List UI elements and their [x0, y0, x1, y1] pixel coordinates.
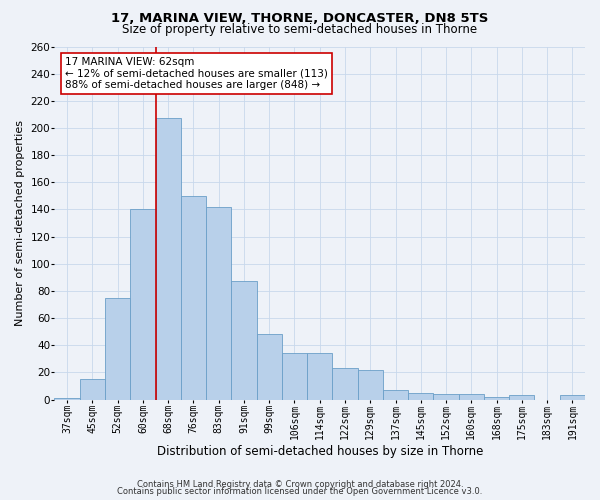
Y-axis label: Number of semi-detached properties: Number of semi-detached properties — [15, 120, 25, 326]
Bar — [55, 398, 80, 400]
Bar — [105, 298, 130, 400]
Text: Size of property relative to semi-detached houses in Thorne: Size of property relative to semi-detach… — [122, 23, 478, 36]
Bar — [560, 396, 585, 400]
Bar — [383, 390, 408, 400]
Bar — [358, 370, 383, 400]
Bar — [282, 354, 307, 400]
Bar — [458, 394, 484, 400]
Text: Contains public sector information licensed under the Open Government Licence v3: Contains public sector information licen… — [118, 488, 482, 496]
Bar — [433, 394, 458, 400]
X-axis label: Distribution of semi-detached houses by size in Thorne: Distribution of semi-detached houses by … — [157, 444, 483, 458]
Bar — [155, 118, 181, 400]
Bar — [206, 206, 232, 400]
Bar — [181, 196, 206, 400]
Bar — [332, 368, 358, 400]
Text: 17, MARINA VIEW, THORNE, DONCASTER, DN8 5TS: 17, MARINA VIEW, THORNE, DONCASTER, DN8 … — [112, 12, 488, 26]
Bar — [484, 397, 509, 400]
Bar — [80, 379, 105, 400]
Bar — [509, 396, 535, 400]
Text: Contains HM Land Registry data © Crown copyright and database right 2024.: Contains HM Land Registry data © Crown c… — [137, 480, 463, 489]
Bar — [257, 334, 282, 400]
Bar — [307, 354, 332, 400]
Text: 17 MARINA VIEW: 62sqm
← 12% of semi-detached houses are smaller (113)
88% of sem: 17 MARINA VIEW: 62sqm ← 12% of semi-deta… — [65, 57, 328, 90]
Bar — [232, 282, 257, 400]
Bar — [130, 210, 155, 400]
Bar — [408, 392, 433, 400]
